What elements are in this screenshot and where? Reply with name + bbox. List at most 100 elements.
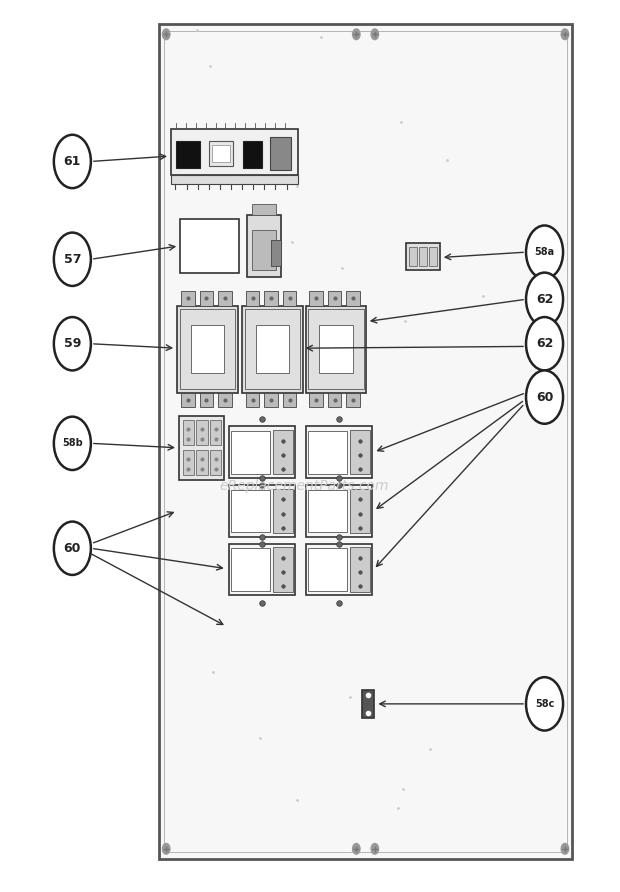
Bar xyxy=(229,544,295,595)
Bar xyxy=(419,247,427,267)
Bar xyxy=(242,305,303,392)
Bar xyxy=(308,431,347,474)
Circle shape xyxy=(162,844,170,855)
Text: 57: 57 xyxy=(64,252,81,266)
Bar xyxy=(183,420,194,445)
Bar xyxy=(362,690,374,718)
Bar xyxy=(213,145,230,162)
Bar xyxy=(264,292,278,305)
Circle shape xyxy=(526,677,563,731)
Bar xyxy=(306,485,373,537)
Bar xyxy=(255,325,289,373)
Bar xyxy=(159,23,572,860)
Bar xyxy=(309,392,323,407)
Bar xyxy=(191,325,224,373)
Bar xyxy=(177,305,238,392)
Bar xyxy=(328,292,342,305)
Bar xyxy=(183,450,194,475)
Bar xyxy=(252,230,276,270)
Circle shape xyxy=(371,844,379,855)
Bar xyxy=(271,240,281,267)
Text: 62: 62 xyxy=(536,337,553,351)
Bar xyxy=(171,128,298,175)
Bar xyxy=(283,292,296,305)
Circle shape xyxy=(526,273,563,326)
Text: 60: 60 xyxy=(536,391,553,403)
Text: 58b: 58b xyxy=(62,438,82,449)
Bar xyxy=(176,141,200,168)
Text: eReplacementParts.com: eReplacementParts.com xyxy=(219,479,389,493)
Bar xyxy=(231,549,270,591)
Text: 61: 61 xyxy=(64,155,81,168)
Bar xyxy=(197,420,208,445)
Bar xyxy=(210,450,221,475)
Bar xyxy=(308,490,347,533)
Bar xyxy=(347,292,360,305)
Bar xyxy=(231,490,270,533)
Bar xyxy=(180,219,239,273)
Bar xyxy=(309,292,323,305)
Circle shape xyxy=(54,233,91,286)
Text: 58a: 58a xyxy=(534,247,555,257)
Circle shape xyxy=(561,844,569,855)
Circle shape xyxy=(353,844,360,855)
Bar xyxy=(252,204,276,215)
Bar xyxy=(306,305,366,392)
Bar xyxy=(273,430,293,475)
Bar xyxy=(200,392,213,407)
Bar xyxy=(405,244,440,270)
Bar xyxy=(218,292,232,305)
Bar xyxy=(328,392,342,407)
Text: 62: 62 xyxy=(536,293,553,306)
Bar xyxy=(350,430,370,475)
Bar xyxy=(273,548,293,591)
Bar xyxy=(246,292,259,305)
Bar xyxy=(231,431,270,474)
Bar xyxy=(164,30,567,853)
Text: 60: 60 xyxy=(64,541,81,555)
Bar xyxy=(264,392,278,407)
Bar xyxy=(244,309,300,389)
Circle shape xyxy=(526,370,563,424)
Bar xyxy=(308,309,364,389)
Bar xyxy=(181,292,195,305)
Circle shape xyxy=(526,226,563,279)
Bar xyxy=(229,426,295,478)
Bar xyxy=(347,392,360,407)
Bar xyxy=(218,392,232,407)
Bar xyxy=(409,247,417,267)
Circle shape xyxy=(526,317,563,370)
Circle shape xyxy=(54,417,91,470)
Bar xyxy=(200,292,213,305)
Bar xyxy=(229,485,295,537)
Bar xyxy=(180,309,236,389)
Bar xyxy=(350,489,370,533)
Circle shape xyxy=(353,29,360,39)
Bar xyxy=(210,141,233,166)
Bar xyxy=(306,544,373,595)
Text: 59: 59 xyxy=(64,337,81,351)
Bar xyxy=(171,175,298,184)
Bar xyxy=(243,141,262,168)
Circle shape xyxy=(371,29,379,39)
Circle shape xyxy=(162,29,170,39)
Circle shape xyxy=(54,135,91,188)
Bar xyxy=(308,549,347,591)
Bar xyxy=(270,136,291,170)
Circle shape xyxy=(561,29,569,39)
Bar xyxy=(319,325,353,373)
Bar xyxy=(306,426,373,478)
Bar xyxy=(210,420,221,445)
Bar xyxy=(179,416,224,480)
Bar xyxy=(181,392,195,407)
Bar xyxy=(283,392,296,407)
Bar xyxy=(429,247,436,267)
Circle shape xyxy=(54,522,91,575)
Bar xyxy=(273,489,293,533)
Circle shape xyxy=(54,317,91,370)
Bar xyxy=(350,548,370,591)
Bar xyxy=(247,215,281,277)
Bar xyxy=(246,392,259,407)
Bar xyxy=(197,450,208,475)
Text: 58c: 58c xyxy=(535,698,554,709)
